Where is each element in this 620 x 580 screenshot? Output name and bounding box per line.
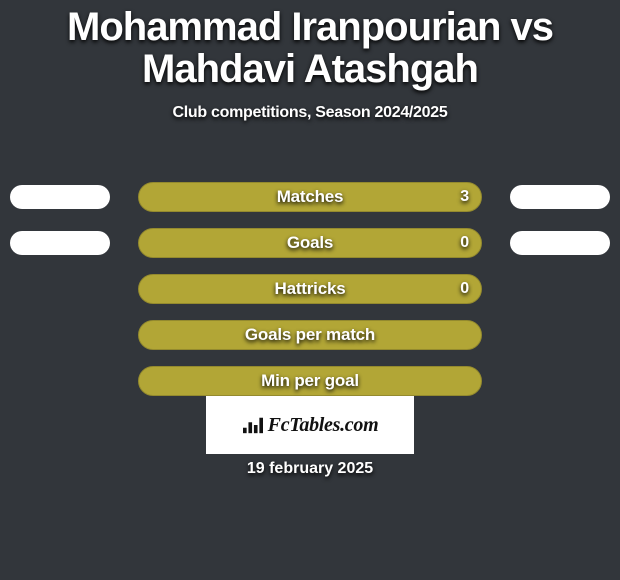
brand-badge: FcTables.com: [206, 396, 414, 454]
brand-text: FcTables.com: [268, 414, 379, 437]
stat-label: Goals per match: [245, 325, 375, 344]
stat-label: Hattricks: [275, 279, 346, 298]
stat-row: Matches 3: [0, 174, 620, 220]
subtitle: Club competitions, Season 2024/2025: [0, 104, 620, 122]
player-right-badge: [510, 185, 610, 209]
stat-pill: Matches 3: [138, 182, 482, 212]
page-title: Mohammad Iranpourian vs Mahdavi Atashgah: [0, 0, 620, 90]
stat-value: 3: [460, 189, 469, 205]
stat-label: Min per goal: [261, 371, 359, 390]
player-right-badge: [510, 231, 610, 255]
bar-chart-icon: [242, 415, 264, 435]
stat-row: Goals per match: [0, 312, 620, 358]
stat-pill: Goals per match: [138, 320, 482, 350]
stat-value: 0: [460, 281, 469, 297]
stat-pill: Min per goal: [138, 366, 482, 396]
stat-pill: Goals 0: [138, 228, 482, 258]
stat-label: Matches: [277, 187, 344, 206]
stat-row: Goals 0: [0, 220, 620, 266]
stat-label: Goals: [287, 233, 333, 252]
stat-row: Hattricks 0: [0, 266, 620, 312]
stat-value: 0: [460, 235, 469, 251]
date-label: 19 february 2025: [0, 460, 620, 478]
comparison-card: Mohammad Iranpourian vs Mahdavi Atashgah…: [0, 0, 620, 580]
stat-pill: Hattricks 0: [138, 274, 482, 304]
player-left-badge: [10, 231, 110, 255]
player-left-badge: [10, 185, 110, 209]
stat-rows: Matches 3 Goals 0 Hattricks 0 Goals per match M…: [0, 174, 620, 404]
